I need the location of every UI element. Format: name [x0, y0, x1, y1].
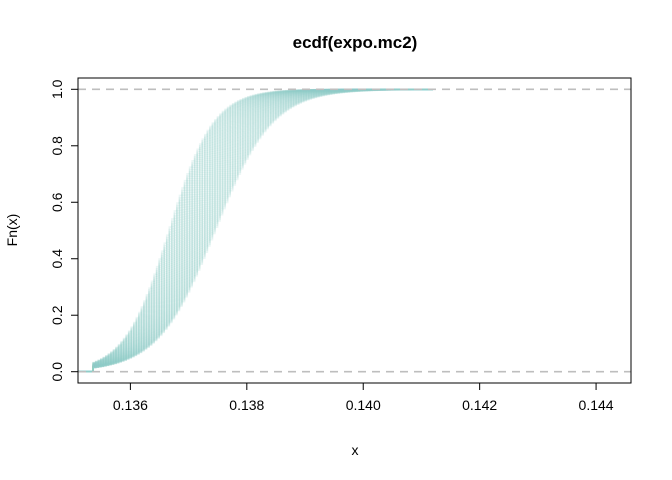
ecdf-series-line [78, 88, 434, 373]
ecdf-series-line [78, 88, 434, 373]
y-tick-label: 1.0 [49, 79, 65, 99]
x-tick-label: 0.140 [346, 397, 381, 413]
ecdf-series-line [78, 88, 434, 373]
y-tick-label: 0.2 [49, 305, 65, 325]
ecdf-series-line [78, 88, 434, 373]
ecdf-series-line [78, 88, 434, 373]
ecdf-series-line [78, 88, 434, 373]
y-axis-label: Fn(x) [4, 214, 20, 247]
ecdf-series-line [78, 88, 434, 373]
y-tick-label: 0.6 [49, 192, 65, 212]
chart-title: ecdf(expo.mc2) [293, 33, 418, 52]
ecdf-series-line [78, 88, 434, 373]
ecdf-series-line [78, 88, 434, 373]
ecdf-series-line [78, 88, 434, 373]
ecdf-series-line [78, 88, 434, 373]
ecdf-series-line [78, 88, 434, 373]
ecdf-series-line [78, 88, 434, 373]
series-layer [78, 88, 434, 373]
ecdf-series-line [78, 88, 434, 373]
y-tick-label: 0.8 [49, 136, 65, 156]
x-tick-label: 0.136 [113, 397, 148, 413]
ecdf-series-line [78, 88, 434, 373]
ecdf-series-line [78, 88, 434, 373]
ecdf-series-line [78, 88, 434, 373]
ecdf-series-line [78, 88, 434, 373]
ecdf-series-line [78, 88, 434, 373]
ecdf-series-line [78, 88, 434, 373]
ecdf-series-line [78, 88, 434, 373]
plot-box [77, 77, 632, 384]
x-axis-label: x [352, 442, 359, 458]
ecdf-series-line [78, 88, 434, 373]
y-axis: 0.0 0.2 0.4 0.6 0.8 1.0 [49, 79, 79, 382]
ecdf-series-line [78, 88, 434, 373]
y-tick-label: 0.0 [49, 362, 65, 382]
x-tick-label: 0.144 [579, 397, 614, 413]
ecdf-series-line [78, 88, 434, 373]
x-tick-label: 0.138 [229, 397, 264, 413]
ecdf-series-line [78, 88, 434, 373]
ecdf-series-line [78, 88, 434, 373]
ecdf-series-line [78, 88, 434, 373]
y-tick-label: 0.4 [49, 249, 65, 269]
ecdf-series-line [78, 88, 434, 373]
ecdf-series-line [78, 88, 434, 373]
ecdf-series-line [78, 88, 434, 373]
ecdf-series-line [78, 88, 434, 373]
ecdf-series-line [78, 88, 434, 373]
ecdf-series-line [78, 88, 434, 373]
ecdf-series-line [78, 88, 434, 373]
x-axis: 0.136 0.138 0.140 0.142 0.144 [113, 382, 614, 413]
x-tick-label: 0.142 [462, 397, 497, 413]
ecdf-series-line [78, 88, 434, 373]
